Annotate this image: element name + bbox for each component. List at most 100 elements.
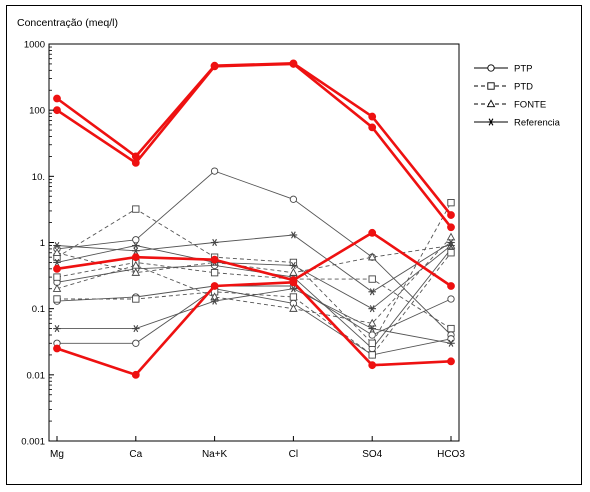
data-point-star: [447, 238, 455, 247]
data-point-star: [368, 288, 376, 296]
data-point-triangle: [52, 248, 62, 256]
y-tick-label: 1000: [24, 40, 45, 51]
data-point-square: [210, 269, 219, 277]
series-line-ptp: [56, 248, 452, 350]
x-tick-label: HCO3: [437, 449, 465, 460]
star-stroke: [448, 241, 454, 250]
star-stroke: [291, 231, 296, 239]
data-point-star: [53, 325, 61, 333]
data-point-square: [447, 199, 455, 207]
highlight-series-line: [55, 61, 453, 217]
data-point-triangle: [289, 268, 298, 276]
data-point-star: [487, 118, 495, 126]
highlight-data-point: [368, 112, 377, 121]
y-tick-label: 100: [29, 106, 45, 117]
star-stroke: [448, 339, 454, 347]
data-point-square: [132, 295, 140, 303]
data-point-star: [132, 241, 140, 250]
data-point-circle: [132, 339, 140, 347]
series-line-fonte: [56, 236, 452, 324]
highlight-data-point: [210, 282, 219, 290]
data-point-star: [53, 258, 61, 266]
data-point-triangle: [131, 260, 141, 269]
star-stroke: [369, 325, 375, 333]
data-point-circle: [210, 167, 219, 175]
series-line-ptp: [56, 285, 452, 336]
star-stroke: [448, 238, 454, 247]
schoeller-chart: Concentração (meq/l) 0.001 0.01 0.1 1 10. 100…: [17, 17, 561, 460]
star-stroke: [212, 238, 217, 247]
data-point-star: [210, 238, 219, 247]
data-point-star: [368, 305, 376, 313]
data-point-square: [53, 273, 61, 281]
highlight-data-point: [53, 94, 61, 103]
data-point-star: [210, 297, 219, 305]
x-tick-label: Cl: [289, 449, 298, 460]
data-point-circle: [447, 295, 455, 303]
series-line-referencia: [56, 245, 452, 310]
legend-label: Referencia: [514, 118, 561, 129]
data-point-circle: [368, 331, 376, 339]
highlight-data-point: [131, 158, 140, 167]
star-stroke: [54, 241, 60, 250]
highlight-data-point: [210, 62, 219, 71]
data-point-square: [53, 295, 61, 303]
highlight-series-line: [55, 62, 453, 229]
star-stroke: [54, 258, 60, 266]
data-point-circle: [447, 335, 455, 343]
x-tick-label: Ca: [129, 449, 142, 460]
series-line-ptp: [57, 288, 452, 356]
highlight-series-line: [55, 231, 453, 288]
star-stroke: [291, 285, 296, 293]
legend-item: Referencia: [474, 118, 561, 129]
data-point-triangle: [131, 268, 141, 276]
data-point-circle: [289, 195, 298, 203]
chart-frame: Concentração (meq/l) 0.001 0.01 0.1 1 10. 100…: [6, 5, 582, 485]
data-point-star: [289, 261, 298, 270]
highlight-data-point: [210, 255, 219, 264]
data-point-triangle: [52, 284, 62, 292]
star-stroke: [54, 325, 60, 333]
star-stroke: [369, 288, 375, 296]
data-point-square: [487, 82, 495, 90]
data-point-square: [368, 275, 376, 283]
legend-label: FONTE: [514, 100, 546, 111]
data-point-square: [447, 249, 455, 257]
legend-item: PTP: [474, 64, 532, 75]
series-line-ptd: [57, 252, 452, 356]
data-point-triangle: [486, 99, 496, 108]
y-tick-label: 10.: [32, 172, 45, 183]
data-point-star: [132, 325, 140, 333]
y-tick-label: 0.1: [32, 304, 45, 315]
legend-item: FONTE: [474, 99, 546, 111]
data-point-star: [289, 231, 298, 239]
highlight-data-point: [131, 253, 140, 262]
star-stroke: [488, 118, 494, 126]
highlight-data-point: [53, 344, 61, 353]
data-point-triangle: [367, 318, 377, 327]
series-line-referencia: [56, 234, 452, 293]
star-stroke: [133, 325, 139, 333]
data-point-square: [447, 324, 455, 333]
highlight-data-point: [131, 370, 140, 379]
x-tick-label: Na+K: [202, 449, 228, 460]
data-point-square: [132, 205, 140, 213]
data-point-square: [289, 293, 298, 301]
series-line-referencia: [57, 288, 452, 344]
highlight-data-point: [53, 106, 61, 115]
highlight-data-point: [447, 357, 455, 366]
highlight-data-point: [368, 228, 377, 237]
data-point-triangle: [289, 304, 298, 312]
data-point-square: [368, 351, 376, 359]
data-point-star: [447, 339, 455, 347]
y-tick-label: 0.01: [27, 370, 46, 381]
data-point-circle: [132, 236, 140, 244]
highlight-data-point: [368, 361, 377, 370]
series-line-ptp: [56, 170, 452, 336]
star-stroke: [212, 297, 217, 305]
data-point-star: [132, 247, 140, 255]
data-point-star: [447, 241, 455, 250]
data-point-star: [289, 285, 298, 293]
highlight-data-point: [447, 223, 455, 232]
legend-label: PTP: [514, 64, 532, 75]
